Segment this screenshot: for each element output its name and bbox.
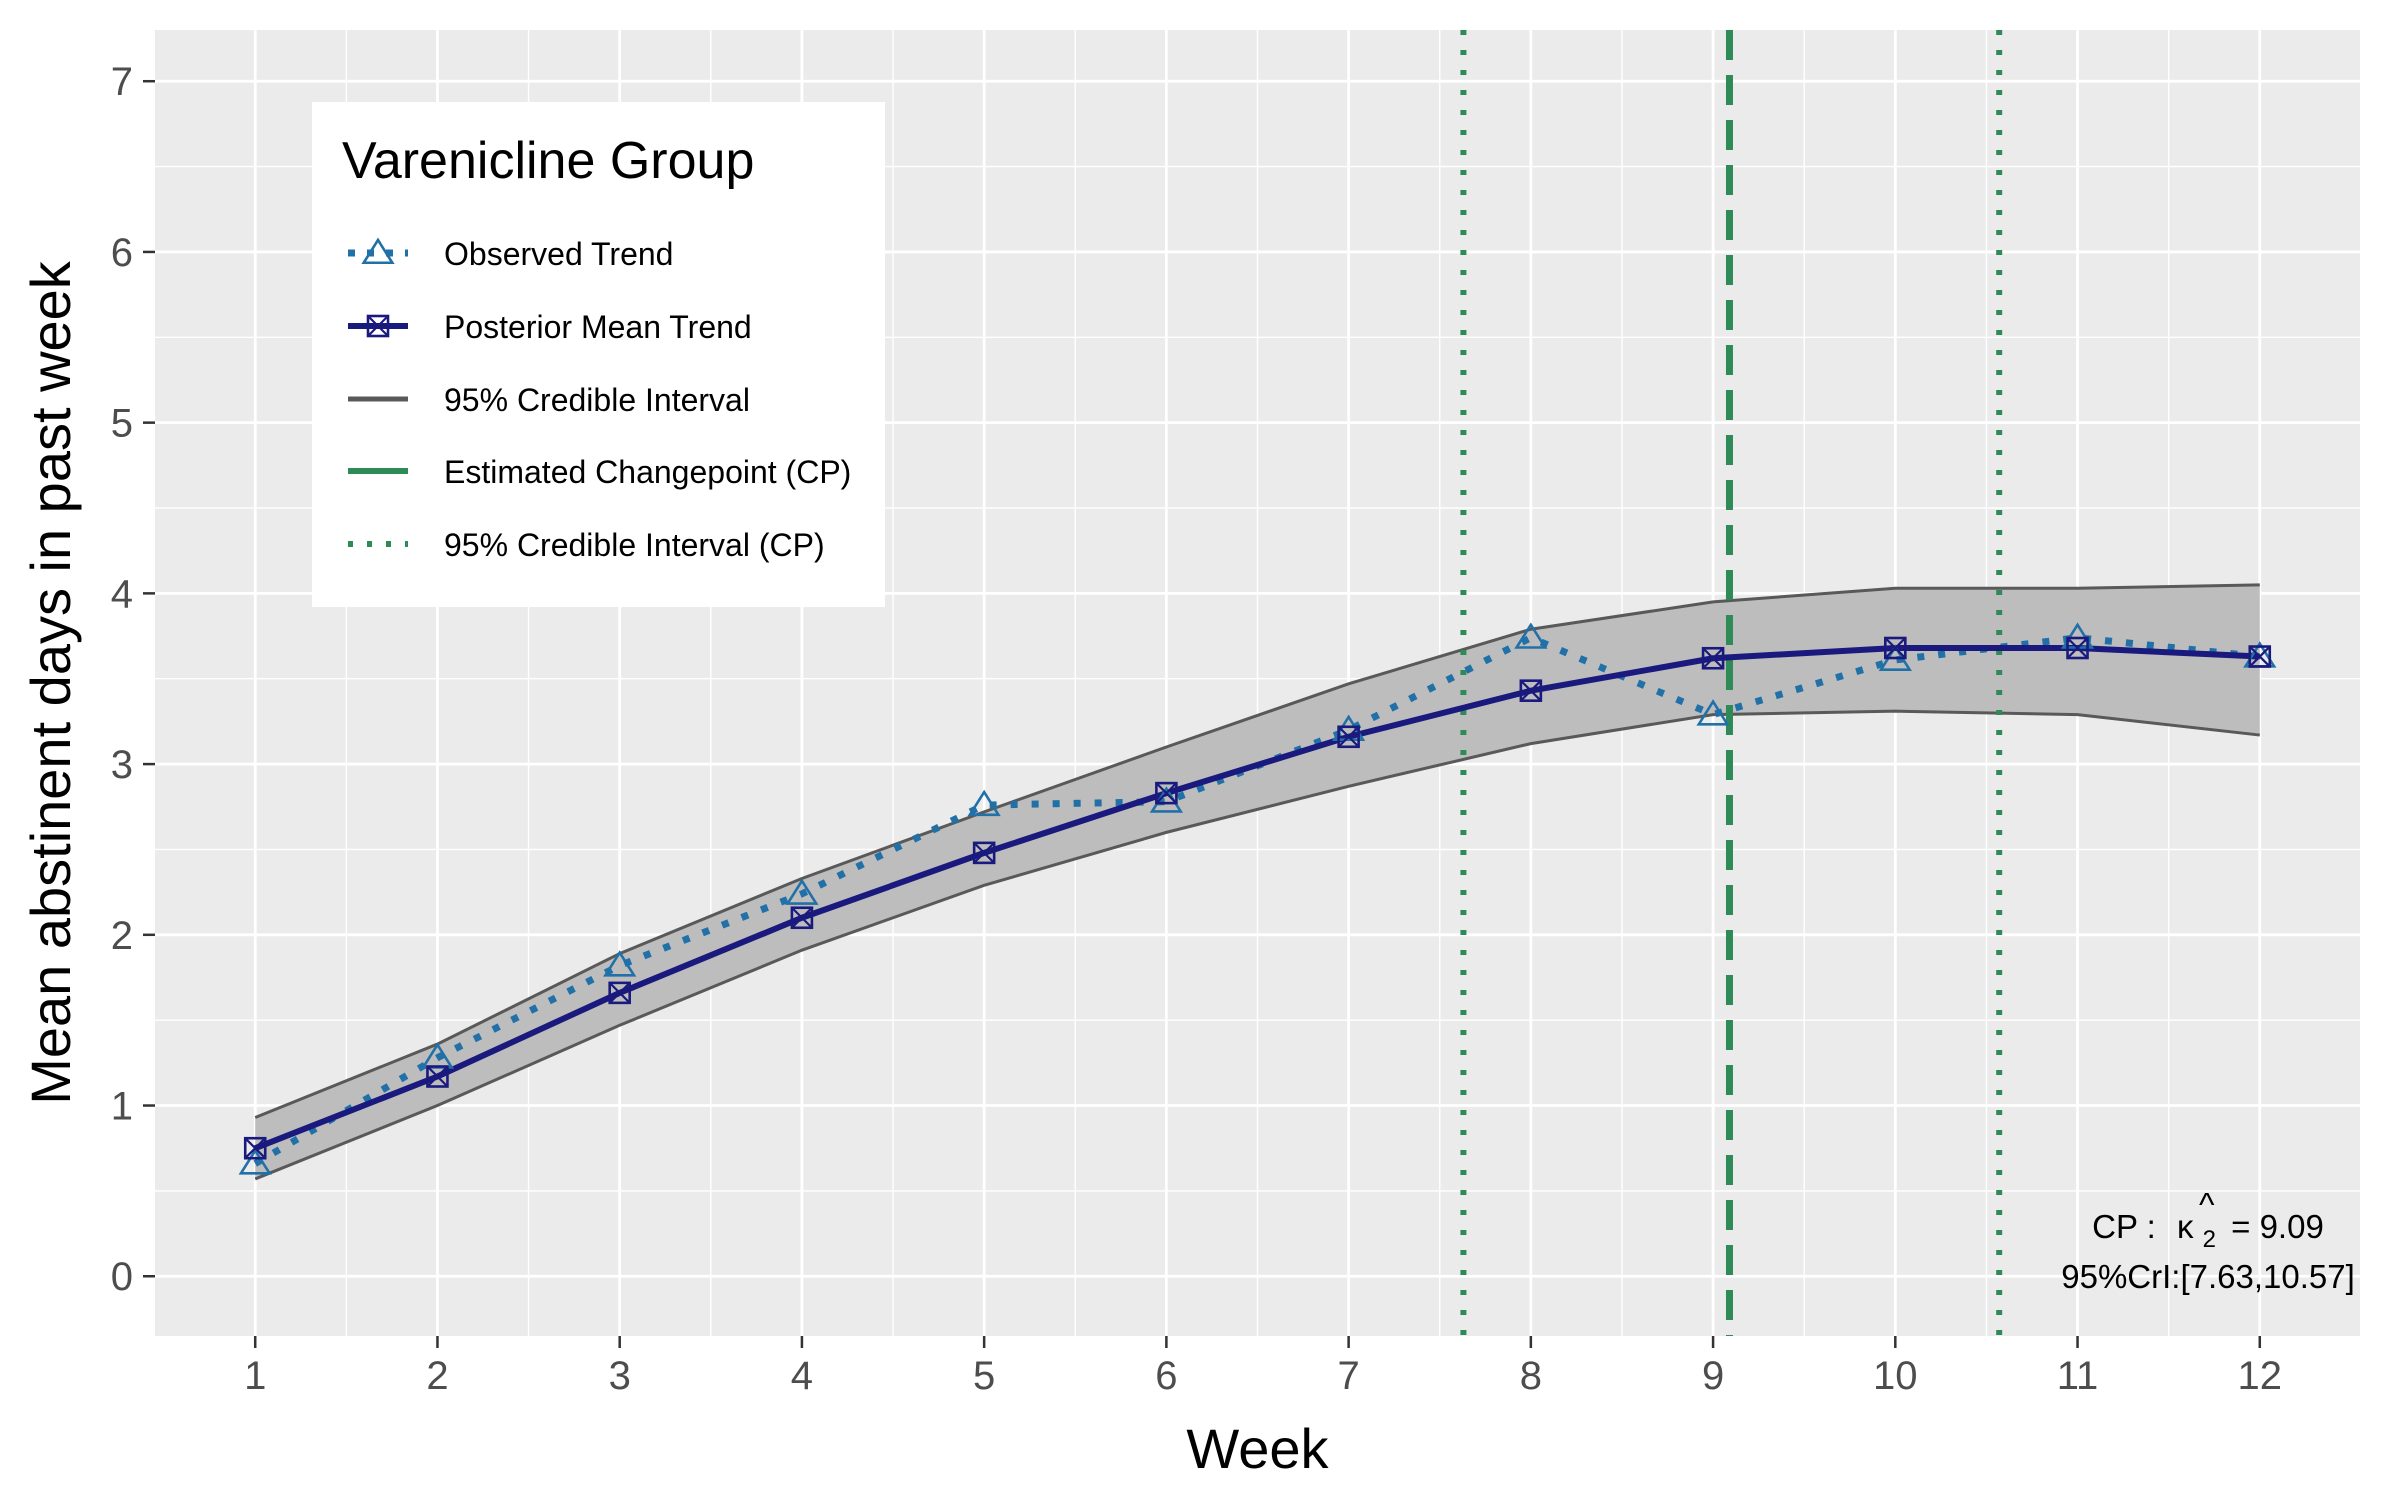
legend-label-posterior-mean-trend: Posterior Mean Trend — [444, 309, 752, 345]
boxed-x-diagonal — [608, 982, 631, 1004]
posterior-mean-point — [972, 841, 996, 865]
boxed-x-diagonal — [244, 1137, 267, 1159]
observed-trend-point — [1696, 699, 1730, 726]
y-tick-label: 1 — [111, 1085, 133, 1129]
boxed-x-square — [426, 1065, 449, 1088]
observed-trend-point — [967, 789, 1001, 817]
credible-interval-band — [254, 583, 2260, 1181]
observed-trend-point — [603, 950, 637, 977]
boxed-x-square — [2066, 636, 2089, 660]
boxed-x-square — [1337, 725, 1360, 749]
boxed-x-square — [608, 981, 631, 1005]
x-tick-label: 3 — [609, 1354, 631, 1398]
credible-interval-area — [255, 584, 2260, 1179]
x-tick-label: 11 — [2057, 1354, 2099, 1398]
x-tick-label: 7 — [1337, 1354, 1359, 1398]
y-tick-label: 7 — [111, 60, 133, 104]
annotation-line2: 95%CrI:[7.63,10.57] — [2061, 1258, 2355, 1295]
boxed-x-square — [1884, 636, 1907, 660]
annotation-line1: CP : κ 2 = 9.09 — [2092, 1208, 2324, 1254]
posterior-mean-point — [1701, 646, 1725, 670]
x-tick-label: 9 — [1702, 1354, 1724, 1398]
boxed-x-diagonal — [1337, 725, 1360, 748]
legend-label-observed-trend: Observed Trend — [444, 236, 673, 272]
legend-label-changepoint: Estimated Changepoint (CP) — [444, 454, 851, 490]
legend-title: Varenicline Group — [342, 132, 754, 190]
boxed-x-diagonal — [367, 315, 389, 337]
x-tick-label: 2 — [426, 1354, 448, 1398]
posterior-mean-point — [1155, 781, 1178, 805]
annotation-hat: ^ — [2199, 1186, 2215, 1223]
x-tick-label: 4 — [791, 1354, 813, 1398]
observed-trend-point — [785, 878, 819, 905]
posterior-mean-point — [243, 1136, 267, 1160]
legend-box — [312, 102, 885, 607]
boxed-x-square — [972, 841, 996, 865]
x-tick-label: 12 — [2238, 1354, 2283, 1398]
legend-keys — [348, 237, 408, 547]
y-tick-label: 6 — [111, 231, 133, 275]
posterior-mean-point — [1337, 725, 1360, 749]
boxed-x-diagonal — [791, 906, 813, 929]
boxed-x-square — [366, 314, 390, 338]
boxed-x-square — [790, 906, 814, 930]
boxed-x-diagonal — [426, 1065, 449, 1088]
annotation-subscript: 2 — [2203, 1226, 2216, 1253]
legend-key-observed-marker — [361, 237, 395, 265]
legend: Varenicline Group Observed Trend Posteri… — [312, 102, 885, 607]
posterior-mean-point — [2248, 645, 2272, 668]
changepoint-annotation: CP : κ 2 = 9.09 ^ 95%CrI:[7.63,10.57] — [2061, 1186, 2355, 1295]
observed-trend-point — [238, 1148, 272, 1175]
boxed-x-square — [1701, 646, 1725, 670]
y-tick-label: 4 — [111, 572, 133, 616]
y-tick-label: 2 — [111, 914, 133, 958]
annotation-value: = 9.09 — [2231, 1208, 2324, 1245]
boxed-x-square — [243, 1136, 267, 1160]
boxed-x-diagonal — [1702, 647, 1724, 670]
legend-label-changepoint-interval: 95% Credible Interval (CP) — [444, 527, 825, 563]
boxed-x-diagonal — [2066, 637, 2089, 659]
boxed-x-diagonal — [1155, 782, 1178, 804]
x-tick-label: 5 — [973, 1354, 995, 1398]
x-tick-label: 10 — [1873, 1354, 1918, 1398]
legend-label-credible-interval: 95% Credible Interval — [444, 382, 750, 418]
y-tick-label: 0 — [111, 1255, 133, 1299]
changepoint-lines — [1460, 30, 2003, 1336]
boxed-x-square — [1155, 781, 1178, 805]
boxed-x-square — [1519, 679, 1543, 702]
boxed-x-square — [2248, 645, 2272, 668]
x-tick-label: 1 — [244, 1354, 266, 1398]
posterior-mean-trend-line — [254, 645, 2260, 1152]
y-tick-label: 3 — [111, 743, 133, 787]
posterior-mean-point — [608, 981, 631, 1005]
y-axis-title: Mean abstinent days in past week — [19, 260, 82, 1105]
y-tick-label: 5 — [111, 402, 133, 446]
posterior-mean-point — [426, 1065, 449, 1088]
posterior-mean-point — [1519, 679, 1543, 702]
series-markers — [238, 622, 2277, 1175]
boxed-x-diagonal — [1520, 679, 1542, 702]
posterior-mean-point — [2066, 636, 2089, 660]
x-axis-title: Week — [1186, 1417, 1329, 1480]
annotation-cp-label: CP : — [2092, 1208, 2156, 1245]
boxed-x-diagonal — [973, 842, 995, 864]
credible-interval-lower-line — [254, 709, 2260, 1181]
posterior-mean-point — [1884, 636, 1907, 660]
observed-trend-point — [1514, 622, 1548, 649]
legend-key-posterior-marker — [366, 314, 390, 338]
x-tick-label: 6 — [1155, 1354, 1177, 1398]
boxed-x-diagonal — [1884, 637, 1907, 659]
boxed-x-diagonal — [2248, 645, 2271, 668]
x-tick-label: 8 — [1520, 1354, 1542, 1398]
series-lines — [253, 633, 2261, 1167]
annotation-kappa: κ — [2177, 1208, 2194, 1245]
posterior-mean-point — [790, 906, 814, 930]
credible-interval-upper-line — [254, 583, 2260, 1119]
